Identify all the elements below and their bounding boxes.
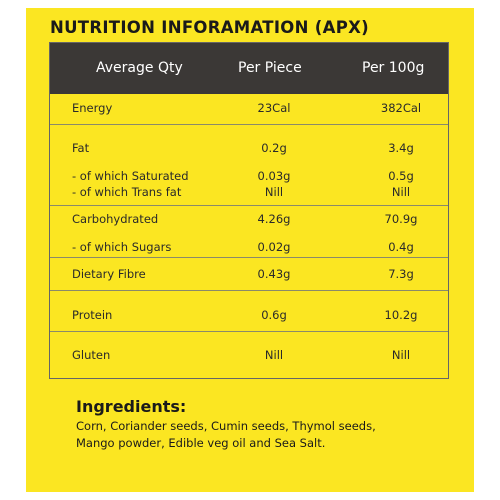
row-divider: [50, 331, 448, 332]
row-label: Dietary Fibre: [72, 267, 146, 281]
cell-per-100g: 0.5g: [388, 169, 414, 183]
row-divider: [50, 257, 448, 258]
cell-per-piece: 0.6g: [261, 308, 287, 322]
cell-per-piece: 23Cal: [257, 101, 291, 115]
cell-per-100g: 7.3g: [388, 267, 414, 281]
row-divider: [50, 124, 448, 125]
cell-per-piece: Nill: [264, 348, 284, 362]
row-divider: [50, 205, 448, 206]
row-label: - of which Sugars: [72, 240, 172, 254]
cell-per-piece: 4.26g: [257, 212, 291, 226]
nutrition-title: NUTRITION INFORAMATION (APX): [50, 18, 369, 37]
row-label: Protein: [72, 308, 113, 322]
row-label: - of which Trans fat: [72, 185, 182, 199]
cell-per-piece: 0.43g: [257, 267, 291, 281]
row-label: Carbohydrated: [72, 212, 159, 226]
cell-per-piece: 0.2g: [261, 141, 287, 155]
ingredients-list: Corn, Coriander seeds, Cumin seeds, Thym…: [76, 419, 376, 450]
cell-per-100g: Nill: [391, 348, 411, 362]
header-per-100g: Per 100g: [362, 60, 425, 76]
header-per-piece: Per Piece: [238, 60, 302, 76]
row-label: - of which Saturated: [72, 169, 189, 183]
cell-per-100g: 382Cal: [380, 101, 422, 115]
cell-per-100g: 3.4g: [388, 141, 414, 155]
cell-per-100g: Nill: [391, 185, 411, 199]
cell-per-piece: Nill: [264, 185, 284, 199]
row-divider: [50, 290, 448, 291]
nutrition-table: Average Qty Per Piece Per 100g Energy 23…: [49, 42, 449, 379]
cell-per-100g: 10.2g: [384, 308, 418, 322]
row-label: Gluten: [72, 348, 111, 362]
cell-per-100g: 0.4g: [388, 240, 414, 254]
header-average-qty: Average Qty: [96, 60, 183, 76]
table-header: Average Qty Per Piece Per 100g: [50, 43, 448, 94]
row-label: Energy: [72, 101, 113, 115]
cell-per-100g: 70.9g: [384, 212, 418, 226]
cell-per-piece: 0.03g: [257, 169, 291, 183]
cell-per-piece: 0.02g: [257, 240, 291, 254]
row-label: Fat: [72, 141, 90, 155]
ingredients-heading: Ingredients:: [76, 397, 187, 416]
